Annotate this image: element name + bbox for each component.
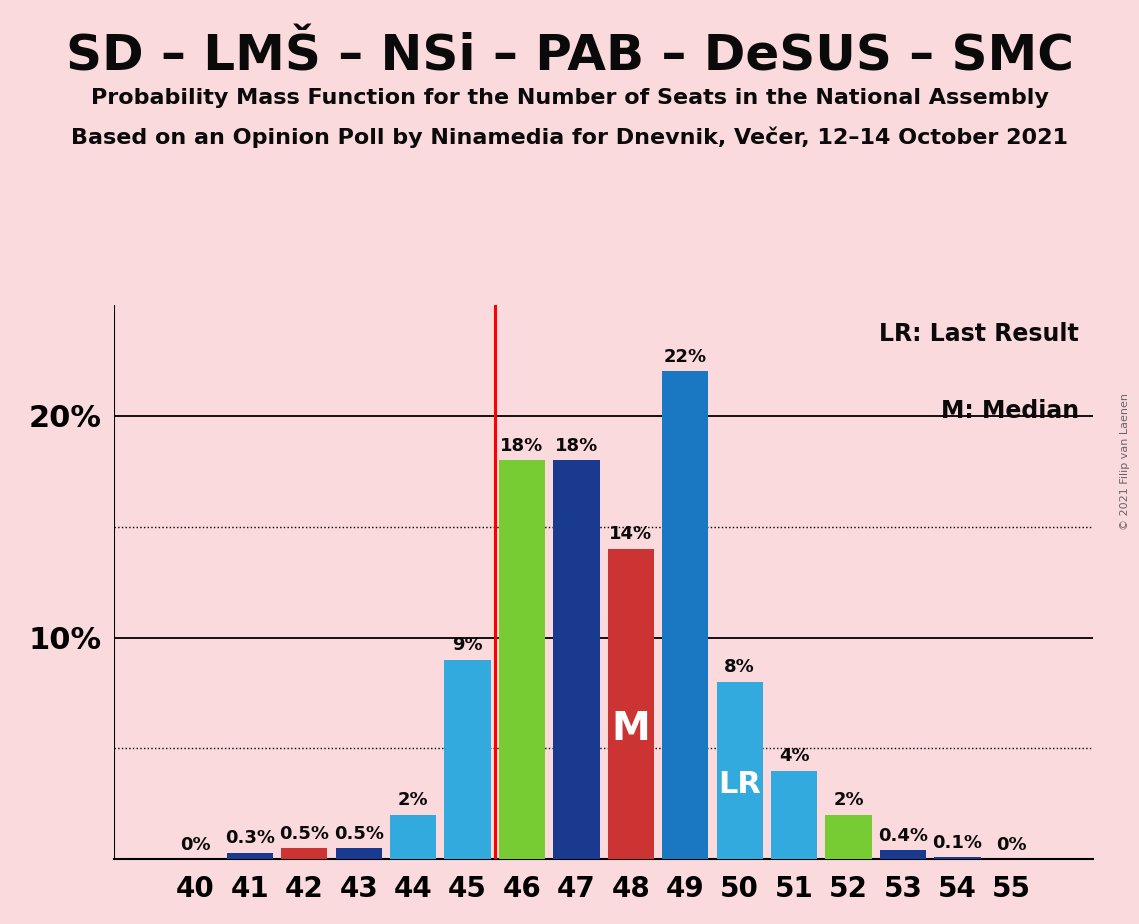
Bar [771,771,818,859]
Text: 22%: 22% [664,348,707,366]
Bar [444,660,491,859]
Text: 18%: 18% [555,437,598,455]
Text: 2%: 2% [834,792,863,809]
Text: LR: Last Result: LR: Last Result [879,322,1079,346]
Bar [716,682,763,859]
Text: Based on an Opinion Poll by Ninamedia for Dnevnik, Večer, 12–14 October 2021: Based on an Opinion Poll by Ninamedia fo… [71,127,1068,148]
Text: 0.5%: 0.5% [334,825,384,843]
Bar [390,815,436,859]
Text: 14%: 14% [609,526,653,543]
Bar [499,460,546,859]
Text: 0%: 0% [180,836,211,854]
Text: 0.1%: 0.1% [933,833,983,852]
Bar [554,460,599,859]
Text: Probability Mass Function for the Number of Seats in the National Assembly: Probability Mass Function for the Number… [91,88,1048,108]
Bar [879,850,926,859]
Text: LR: LR [719,771,761,799]
Bar [608,549,654,859]
Bar [934,857,981,859]
Text: 0.3%: 0.3% [224,829,274,847]
Bar [662,371,708,859]
Text: 4%: 4% [779,748,810,765]
Text: 2%: 2% [398,792,428,809]
Text: 8%: 8% [724,659,755,676]
Text: 0.4%: 0.4% [878,827,928,845]
Bar [227,853,273,859]
Text: 0%: 0% [997,836,1027,854]
Text: M: Median: M: Median [941,399,1079,423]
Text: M: M [612,710,650,748]
Text: 9%: 9% [452,637,483,654]
Text: SD – LMŠ – NSi – PAB – DeSUS – SMC: SD – LMŠ – NSi – PAB – DeSUS – SMC [66,32,1073,80]
Bar [336,848,382,859]
Bar [826,815,871,859]
Text: 0.5%: 0.5% [279,825,329,843]
Text: 18%: 18% [500,437,543,455]
Text: © 2021 Filip van Laenen: © 2021 Filip van Laenen [1121,394,1130,530]
Bar [281,848,328,859]
